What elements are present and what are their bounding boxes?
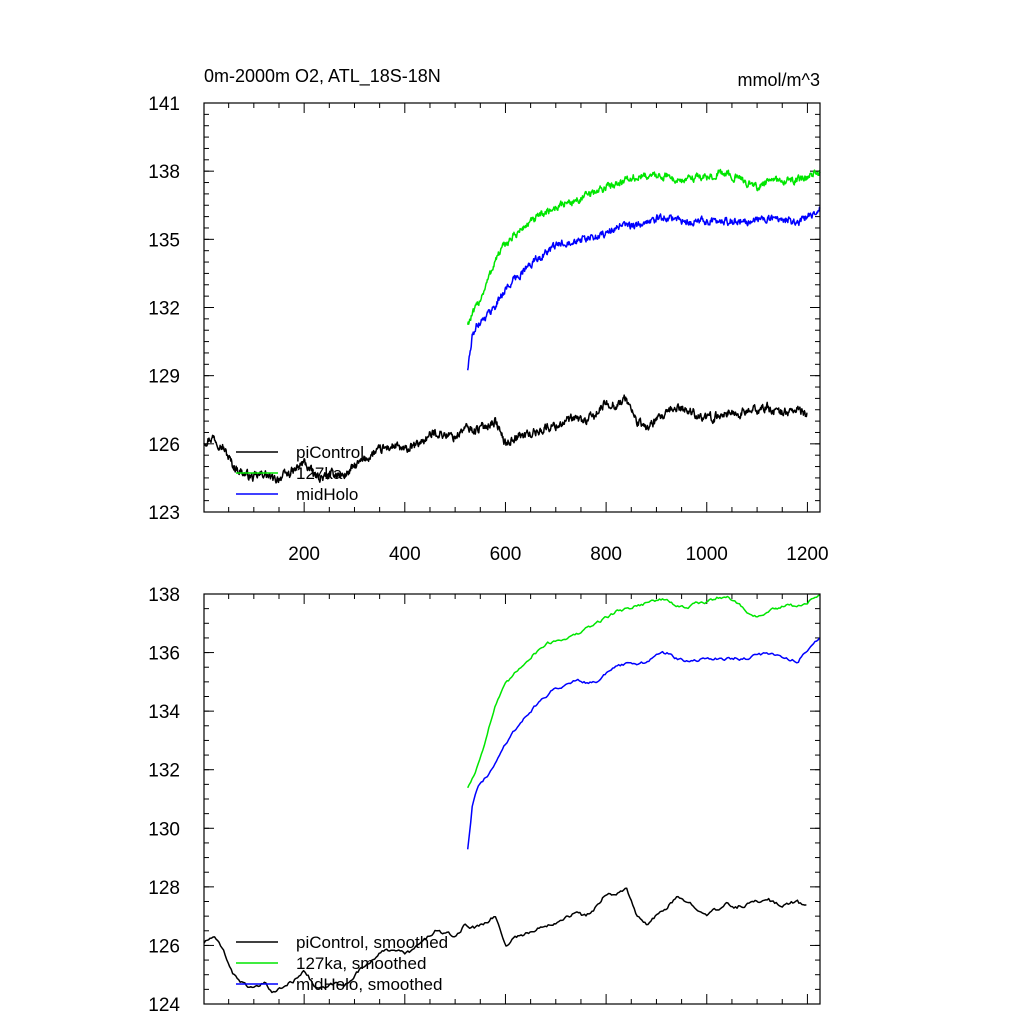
- legend-label: 127ka: [296, 464, 343, 483]
- bottom-plot-frame: [203, 593, 821, 1005]
- y-tick-label: 126: [148, 435, 180, 456]
- y-tick-label: 132: [148, 761, 180, 782]
- y-tick-label: 130: [148, 819, 180, 840]
- y-tick-label: 134: [148, 702, 180, 723]
- x-tick-label: 1000: [686, 544, 728, 565]
- series-line-midholo: [466, 206, 821, 371]
- x-tick-label: 600: [490, 544, 522, 565]
- top-series-layer: [203, 168, 821, 484]
- top-chart-units: mmol/m^3: [738, 70, 820, 90]
- x-tick-label: 800: [590, 544, 622, 565]
- y-tick-label: 138: [148, 585, 180, 606]
- y-tick-label: 132: [148, 299, 180, 320]
- top-panel: 200 400 600 800 1000 1200 123 126 129 132 135 138 14…: [148, 66, 828, 565]
- bottom-axis-ticks: [204, 593, 820, 1005]
- top-plot-frame: [203, 102, 821, 513]
- y-tick-label: 138: [148, 162, 180, 183]
- y-tick-label: 135: [148, 230, 180, 251]
- bottom-legend: piControl, smoothed 127ka, smoothed midHol…: [236, 933, 448, 994]
- legend-label: piControl, smoothed: [296, 933, 448, 952]
- legend-label: midHolo: [296, 485, 358, 504]
- bottom-panel: 124 126 128 130 132 134 136 138 piControl, smoo…: [148, 585, 821, 1016]
- y-tick-label: 129: [148, 367, 180, 388]
- y-tick-label: 123: [148, 503, 180, 524]
- y-tick-label: 124: [148, 995, 180, 1016]
- series-line-picontrol-smoothed: [203, 887, 807, 994]
- series-line-picontrol: [203, 394, 808, 484]
- series-line-midholo-smoothed: [466, 637, 821, 850]
- legend-label: 127ka, smoothed: [296, 954, 426, 973]
- series-line-127ka-smoothed: [467, 594, 820, 789]
- top-chart-title: 0m-2000m O2, ATL_18S-18N: [204, 66, 441, 87]
- y-tick-label: 141: [148, 94, 180, 115]
- y-tick-label: 126: [148, 936, 180, 957]
- x-tick-label: 1200: [786, 544, 828, 565]
- series-line-127ka: [466, 168, 821, 325]
- y-tick-label: 136: [148, 644, 180, 665]
- bottom-tick-labels: 124 126 128 130 132 134 136 138: [148, 585, 180, 1016]
- legend-label: piControl: [296, 443, 364, 462]
- legend-label: midHolo, smoothed: [296, 975, 442, 994]
- x-tick-label: 400: [389, 544, 421, 565]
- bottom-series-layer: [203, 594, 821, 994]
- top-tick-labels: 200 400 600 800 1000 1200 123 126 129 132 135 138 14…: [148, 94, 828, 565]
- y-tick-label: 128: [148, 878, 180, 899]
- x-tick-label: 200: [288, 544, 320, 565]
- top-legend: piControl 127ka midHolo: [236, 443, 364, 504]
